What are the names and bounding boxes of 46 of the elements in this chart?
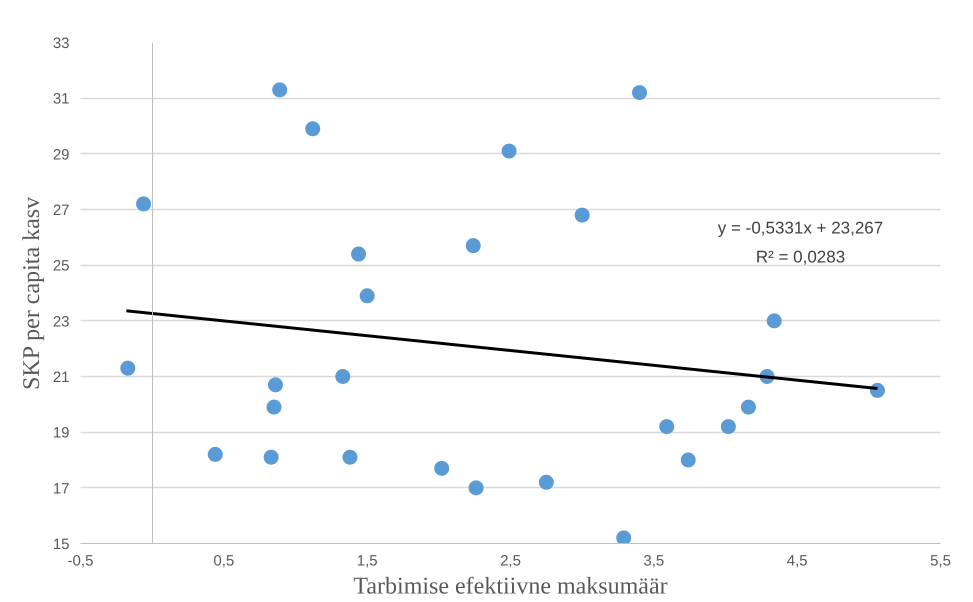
y-tick-label: 33	[52, 35, 70, 52]
point	[680, 452, 696, 468]
point	[120, 360, 136, 376]
y-tick-label: 27	[52, 202, 70, 219]
point	[136, 196, 152, 212]
point	[335, 369, 350, 384]
point	[268, 377, 283, 392]
annotation: y = -0,5331x + 23,267	[718, 218, 884, 238]
point	[342, 450, 358, 465]
point	[434, 460, 450, 476]
x-axis-title: Tarbimise efektiivne maksumäär	[353, 574, 668, 600]
point	[720, 419, 736, 434]
point	[351, 246, 366, 262]
point	[538, 474, 554, 490]
point	[616, 530, 632, 544]
x-tick-label: 0,5	[213, 552, 234, 570]
point	[360, 288, 375, 304]
y-tick-label: 19	[52, 424, 70, 442]
x-tick-label: 4,5	[786, 552, 808, 570]
point	[272, 82, 288, 98]
x-tick-label: 1,5	[356, 552, 378, 570]
point	[264, 450, 279, 465]
y-tick-label: 25	[52, 258, 70, 275]
x-tick-label: 2,5	[500, 552, 521, 570]
point	[766, 313, 782, 328]
point	[305, 121, 320, 136]
y-tick-label: 21	[52, 369, 70, 386]
point	[266, 400, 282, 415]
y-tick-label: 15	[52, 536, 70, 553]
point	[502, 144, 517, 159]
point	[574, 208, 590, 223]
x-tick-label: 5,5	[930, 552, 951, 570]
y-axis-title: SKP per capita kasv	[18, 196, 45, 390]
point	[740, 400, 756, 415]
x-tick-label: -0,5	[68, 552, 94, 570]
y-tick-label: 31	[52, 90, 70, 108]
point	[208, 446, 223, 462]
annotation: R² = 0,0283	[756, 248, 846, 266]
x-tick-label: 3,5	[643, 552, 664, 570]
point	[468, 480, 484, 496]
y-tick-label: 17	[52, 480, 70, 498]
point	[632, 85, 647, 100]
y-tick-label: 23	[52, 313, 70, 330]
point	[659, 419, 674, 434]
y-tick-label: 29	[52, 146, 70, 164]
point	[466, 238, 481, 254]
